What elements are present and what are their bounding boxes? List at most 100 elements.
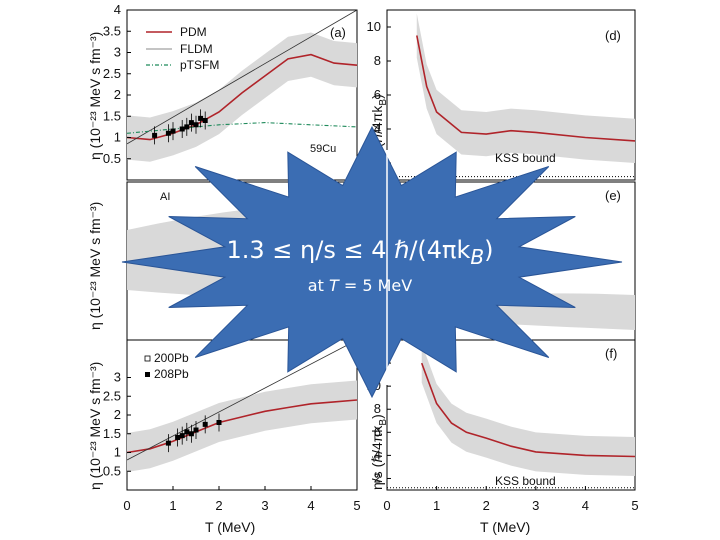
callout-line2-prefix: at [307,276,324,295]
d-ytick-label: 8 [374,53,381,68]
c-xtick-label: 4 [307,498,314,513]
f-xtick-label: 0 [383,498,390,513]
a-data-point [152,132,158,138]
legend-open-square [144,355,151,362]
panel-c-xlabel: T (MeV) [205,519,255,535]
a-data-point [170,128,176,134]
ylabel-right-bottom-sub: B [378,419,389,426]
f-ytick-label: 6 [374,424,381,439]
f-xtick-label: 1 [433,498,440,513]
c-series-pdm [126,399,358,454]
ylabel-right-top-sub: B [378,99,389,106]
d-ytick-label: 10 [367,19,381,34]
ylabel-bottom: η (10⁻²³ MeV s fm⁻³) [87,362,103,490]
legend-ptsfm-label: pTSFM [180,58,219,72]
c-data-point [175,435,181,440]
a-ytick-label: 0.5 [103,151,121,166]
legend-pb208-label: 208Pb [154,367,189,381]
c-data-point [188,431,194,437]
a-data-point [202,118,208,123]
a-data-point [198,115,204,121]
ylabel-middle: η (10⁻²³ MeV s fm⁻³) [87,202,103,330]
c-xtick-label: 5 [353,498,360,513]
panel-d: 246810 (d) KSS bound [367,9,636,181]
c-xtick-label: 3 [261,498,268,513]
panel-f-label: (f) [605,346,617,361]
a-data-point [179,126,185,132]
panel-f-xlabel: T (MeV) [480,519,530,535]
c-data-point [216,420,222,425]
a-series-pdm [126,53,358,141]
panel-d-uncertainty-band [416,13,635,164]
legend-filled-square [145,372,150,377]
f-ytick-label: 8 [374,401,381,416]
panel-d-label: (d) [605,28,621,43]
c-ytick-label: 2 [114,407,121,422]
a-series-ptsfm [126,122,358,134]
callout-line2-end: = 5 MeV [343,276,413,295]
a-ytick-label: 4 [114,2,121,17]
panel-b-nucleus-note: AI [160,191,170,203]
callout-main-text: 1.3 ≤ η/s ≤ 4 ℏ/(4πkB) [170,236,550,269]
c-ytick-label: 1.5 [103,426,121,441]
a-ytick-label: 3.5 [103,23,121,38]
c-xtick-label: 0 [123,498,130,513]
panel-e-label: (e) [605,188,621,203]
f-xtick-label: 3 [532,498,539,513]
a-ytick-label: 3 [114,45,121,60]
c-xtick-label: 2 [215,498,222,513]
f-series-pdm [420,362,636,458]
c-data-point [184,429,190,435]
c-xtick-label: 1 [169,498,176,513]
c-ytick-label: 1 [114,445,121,460]
panel-c-uncertainty-band [127,380,357,472]
c-series-fldm [126,339,358,461]
a-ytick-label: 2.5 [103,66,121,81]
f-ytick-label: 2 [374,470,381,485]
panel-c-legend: 200Pb 208Pb [144,351,189,381]
starburst-callout [121,125,623,399]
f-ytick-label: 4 [374,447,381,462]
panel-f-kss-label: KSS bound [495,474,556,488]
panel-a: 0.5 1 1.5 2 2.5 3 3.5 4 (a) PDM FLDM pTSFM 59Cu [103,2,358,181]
a-series-fldm [126,9,358,145]
callout-line1: 1.3 ≤ η/s ≤ 4 ℏ/(4πk [226,236,471,264]
a-data-point [165,130,171,136]
callout-sub-text: at T = 5 MeV [170,276,550,295]
a-ytick-label: 2 [114,87,121,102]
panel-d-kss-label: KSS bound [495,151,556,165]
a-ytick-label: 1.5 [103,108,121,123]
d-ytick-label: 6 [374,87,381,102]
panel-c: 0.5 1 1.5 2 2.5 3 0 1 2 3 4 5 200Pb 208Pb T (MeV) [103,339,361,535]
a-data-point [184,124,190,130]
legend-pb200-label: 200Pb [154,351,189,365]
callout-line1-end: ) [484,236,494,264]
c-data-point [193,427,199,433]
c-ytick-label: 3 [114,370,121,385]
c-ytick-label: 2.5 [103,388,121,403]
legend-pdm-label: PDM [180,25,207,39]
callout-line2-var: T [328,276,339,295]
c-data-point [165,440,171,446]
panel-f-uncertainty-band [421,343,635,477]
legend-fldm-label: FLDM [180,42,213,56]
f-xtick-label: 2 [483,498,490,513]
d-ytick-label: 4 [374,121,381,136]
a-data-point [193,122,199,128]
panel-a-legend: PDM FLDM pTSFM [146,25,219,72]
c-data-point [179,433,185,439]
panel-a-label: (a) [330,25,346,40]
f-xtick-label: 4 [582,498,589,513]
ylabel-top: η (10⁻²³ MeV s fm⁻³) [87,32,103,160]
a-data-point [188,120,194,126]
ylabel-right-bottom-main: η/s (ℏ/4πk [369,425,385,490]
d-series-pdm [416,35,636,142]
f-xtick-label: 5 [631,498,638,513]
c-ytick-label: 0.5 [103,463,121,478]
c-data-point [202,421,208,427]
ylabel-right-bottom: η/s (ℏ/4πkB) [369,414,389,490]
callout-line1-sub: B [470,244,485,269]
a-ytick-label: 1 [114,130,121,145]
